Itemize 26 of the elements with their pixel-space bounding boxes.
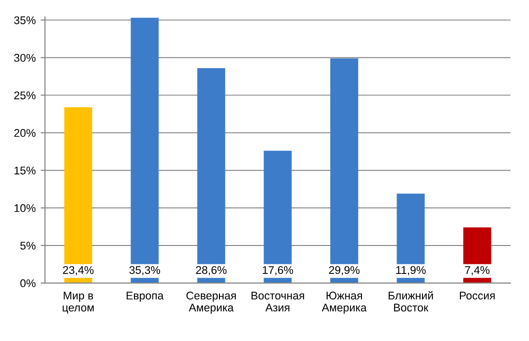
data-label: 11,9% xyxy=(396,266,426,276)
data-label: 28,6% xyxy=(196,266,227,276)
x-tick-label: Северная Америка xyxy=(186,292,236,314)
x-tick-label: Ближний Восток xyxy=(388,291,433,312)
y-tick-label: 15% xyxy=(14,166,36,174)
data-label: 17,6% xyxy=(262,266,294,276)
y-tick-label: 0% xyxy=(20,279,36,288)
y-tick-label: 10% xyxy=(14,204,36,212)
x-tick-label: Европа xyxy=(126,292,164,302)
y-tick-label: 5% xyxy=(20,242,36,250)
x-tick-label: Южная Америка xyxy=(322,292,367,314)
y-tick-label: 25% xyxy=(14,91,36,100)
x-tick-label: Россия xyxy=(460,292,495,300)
data-label: 29,9% xyxy=(329,266,360,276)
bar xyxy=(197,68,226,284)
x-tick-label: Мир в целом xyxy=(62,292,94,314)
data-label: 23,4% xyxy=(63,266,94,276)
x-tick-label: Восточная Азия xyxy=(252,292,304,312)
data-label: 35,3% xyxy=(129,266,160,276)
y-tick-label: 20% xyxy=(14,129,36,137)
bar xyxy=(130,18,159,284)
bar xyxy=(64,107,92,284)
y-tick-label: 30% xyxy=(14,54,36,62)
bar xyxy=(330,58,358,284)
data-label: 7,4% xyxy=(465,266,490,276)
y-tick-label: 35% xyxy=(14,16,36,24)
